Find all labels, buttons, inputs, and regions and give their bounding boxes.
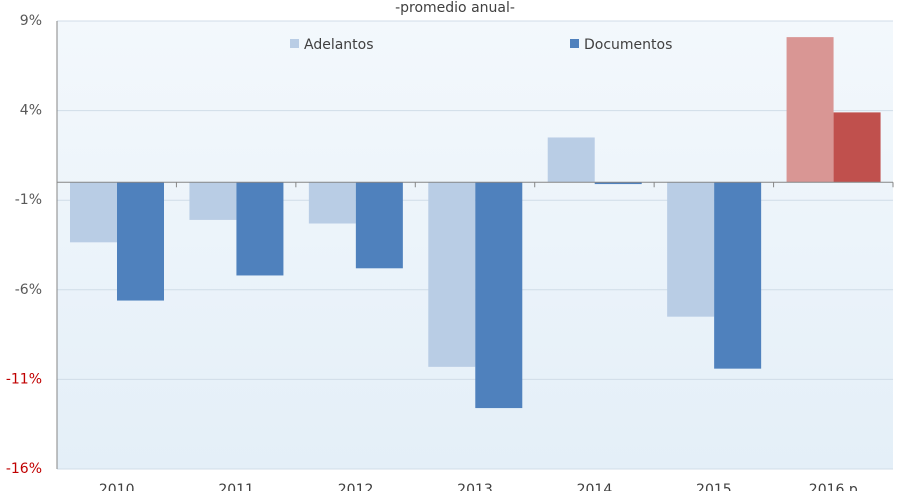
bar xyxy=(594,182,642,185)
chart-subtitle: -promedio anual- xyxy=(395,0,515,16)
y-tick-label: 9% xyxy=(20,13,42,29)
bar xyxy=(355,182,403,269)
bar xyxy=(117,182,164,301)
x-tick-label: 2011 xyxy=(218,482,254,491)
bar xyxy=(189,182,237,220)
bar xyxy=(428,182,476,367)
legend-label: Adelantos xyxy=(304,37,374,53)
legend-swatch xyxy=(570,39,579,48)
x-tick-label: 2012 xyxy=(338,482,374,491)
y-tick-label: -1% xyxy=(15,192,42,208)
legend-label: Documentos xyxy=(584,37,672,53)
x-tick-label: 2014 xyxy=(577,482,613,491)
bar xyxy=(667,182,715,317)
y-tick-label: 4% xyxy=(20,103,42,119)
x-tick-label: 2016 p xyxy=(809,482,858,491)
y-tick-label: -11% xyxy=(6,371,42,387)
x-tick-label: 2015 xyxy=(696,482,732,491)
x-tick-label: 2010 xyxy=(99,482,135,491)
bar xyxy=(70,182,117,243)
y-tick-label: -6% xyxy=(15,282,42,298)
bar xyxy=(547,137,595,183)
y-tick-label: -16% xyxy=(6,461,42,477)
bar xyxy=(714,182,762,369)
legend-swatch xyxy=(290,39,299,48)
bar xyxy=(786,37,834,183)
bar xyxy=(236,182,284,276)
bar xyxy=(475,182,523,409)
bar xyxy=(308,182,356,224)
x-tick-label: 2013 xyxy=(457,482,493,491)
bar xyxy=(833,112,881,183)
